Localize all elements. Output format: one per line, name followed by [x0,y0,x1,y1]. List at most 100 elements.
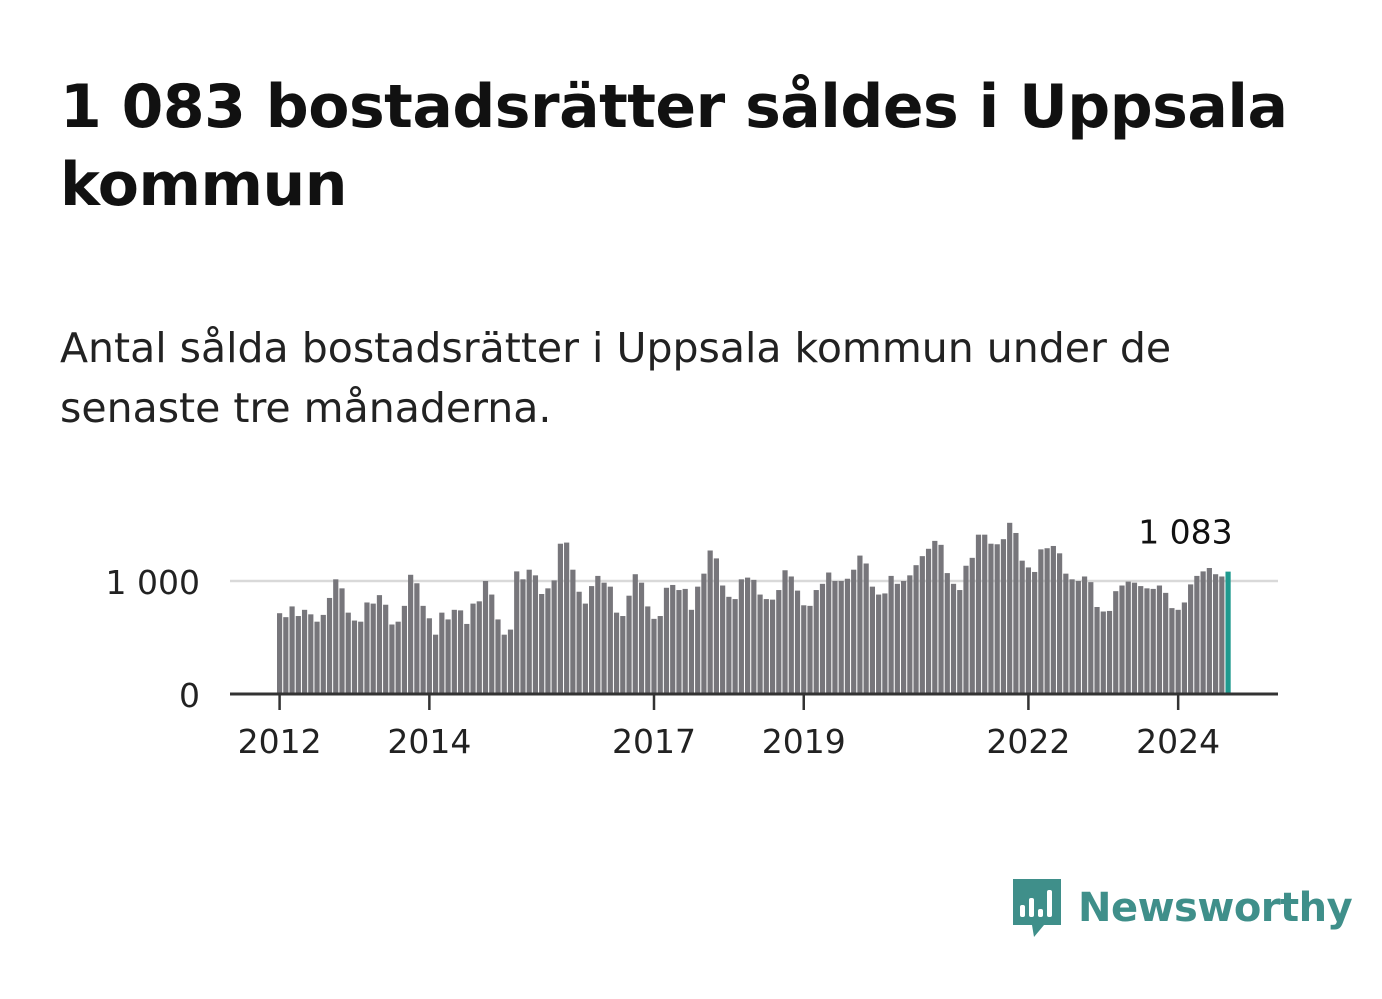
bar [339,588,345,694]
subtitle: Antal sålda bostadsrätter i Uppsala komm… [60,324,1172,432]
bar [1188,584,1194,694]
x-tick-label: 2017 [612,722,696,761]
bar [326,597,333,694]
bar [482,581,489,694]
bar [351,620,358,694]
highlight-value-label: 1 083 [1138,513,1232,552]
bar [1131,582,1138,694]
bar [1069,579,1075,694]
bar [1206,568,1212,694]
bar [950,583,957,694]
bar [439,612,445,694]
bar [863,563,869,694]
bar [801,605,807,694]
bar [539,594,545,694]
bar [308,614,314,694]
bar [626,595,632,694]
bar [358,621,364,694]
bar [601,582,607,694]
bar [907,575,913,694]
bar [888,575,894,694]
bar [301,609,308,694]
bar [1169,608,1175,694]
bar [882,593,888,694]
bar [383,604,389,694]
x-tick-label: 2024 [1136,722,1220,761]
bar [651,618,657,694]
bar [794,590,801,694]
bar [289,606,295,694]
bar [345,612,351,694]
bar [1038,549,1044,694]
bar [457,610,464,694]
bar [426,618,432,694]
bar [925,548,932,694]
axis-labels: 0 1 000 1 083 2012 2014 2017 2019 2022 2024 [106,513,1233,761]
brand-name: Newsworthy [1078,885,1353,931]
bar [988,543,994,694]
bar [451,609,457,694]
bar [1094,606,1100,694]
bar [1075,581,1081,694]
bar [464,623,470,694]
bar [645,606,651,694]
bar [876,594,882,694]
bar [501,634,507,694]
y-tick-label: 0 [179,676,200,715]
bar [495,619,501,694]
bar [433,634,439,694]
bar [514,571,520,694]
bar [682,588,688,694]
bar [595,575,601,694]
bar [582,603,588,694]
x-tick-label: 2012 [238,722,322,761]
bar [957,590,963,694]
bar [507,629,514,694]
bar [370,603,376,694]
bar [1156,585,1163,694]
bar [701,573,707,694]
bar [894,583,900,694]
bar [545,588,551,694]
y-tick-label: 1 000 [106,563,200,602]
bar [420,605,426,694]
bar [913,565,919,694]
bar [1050,545,1056,694]
bar [1032,571,1038,694]
bar [526,569,532,694]
bar [1150,588,1156,694]
bar [1000,539,1007,694]
bar [1019,560,1025,694]
bar [1007,522,1013,694]
bar [1181,602,1187,694]
bar [769,599,776,694]
bar [688,609,695,694]
bar [532,575,539,694]
bar [901,581,907,694]
bar [1163,592,1169,694]
bar [832,581,838,694]
bar [1119,585,1125,694]
bar [1063,573,1069,694]
headline: 1 083 bostadsrätter såldes i Uppsala kom… [60,72,1288,220]
bar [969,557,975,694]
x-tick-label: 2019 [762,722,846,761]
bars [277,522,1231,695]
bar [607,586,613,694]
bar [470,603,476,694]
bar-highlight [1225,571,1231,694]
bar [726,596,732,694]
bar [944,573,950,694]
bar [401,605,407,694]
bar [620,616,626,694]
bar [557,543,563,694]
newsworthy-chart-bubble-icon [1013,879,1061,937]
bar [982,534,988,694]
bar [295,616,301,694]
bar [1213,574,1219,694]
bar [408,574,414,694]
bar [1088,582,1094,694]
brand-logo[interactable]: Newsworthy [1010,876,1353,940]
bar [414,583,420,694]
